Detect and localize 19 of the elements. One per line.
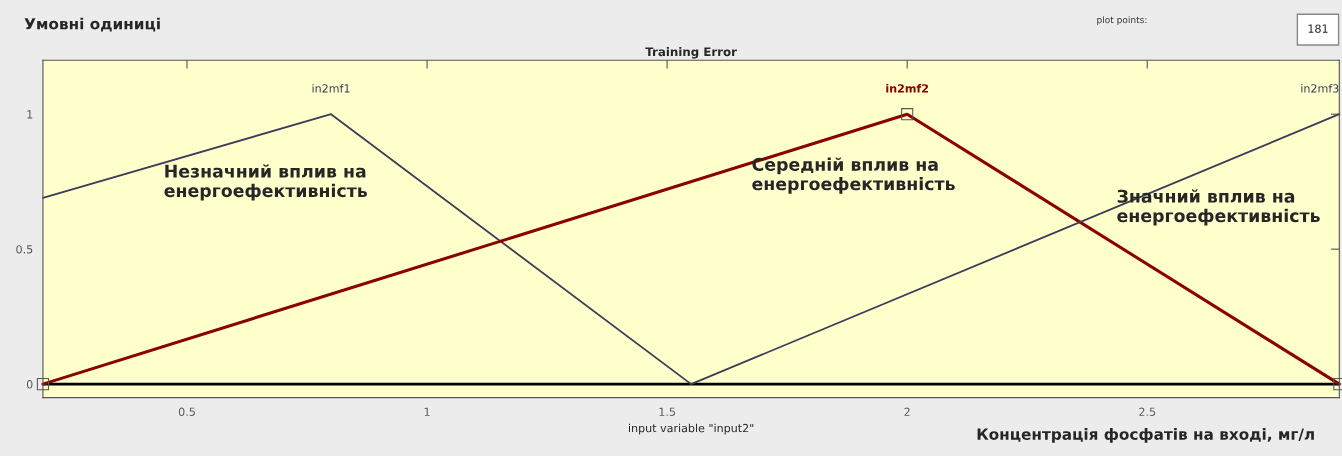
text: in2mf1 <box>312 83 350 93</box>
y-tick-label: 0 <box>26 380 33 389</box>
y-tick-label: 0.5 <box>16 245 33 254</box>
annotation: Середній вплив на енергоефективність <box>752 157 955 194</box>
annotation: Незначний вплив на енергоефективність <box>164 164 367 201</box>
series-label: in2mf2 <box>886 83 929 93</box>
x-tick-label: 2 <box>904 407 910 416</box>
text: Умовні одиниці <box>24 17 160 32</box>
x-tick-label: 2.5 <box>1139 407 1156 416</box>
x-tick-label: 0.5 <box>178 407 195 416</box>
chart-title: Training Error <box>645 47 737 59</box>
text: plot points: <box>1097 16 1147 25</box>
series-label: in2mf3 <box>1301 83 1339 93</box>
y-tick-label: 1 <box>27 110 33 119</box>
x-tick-label: 1.5 <box>659 407 675 416</box>
x-axis-title: input variable "input2" <box>629 423 754 435</box>
text: Концентрація фосфатів на вході, мг/л <box>977 428 1314 443</box>
x-tick-label: 1 <box>424 407 430 416</box>
text: 181 <box>1308 24 1328 33</box>
